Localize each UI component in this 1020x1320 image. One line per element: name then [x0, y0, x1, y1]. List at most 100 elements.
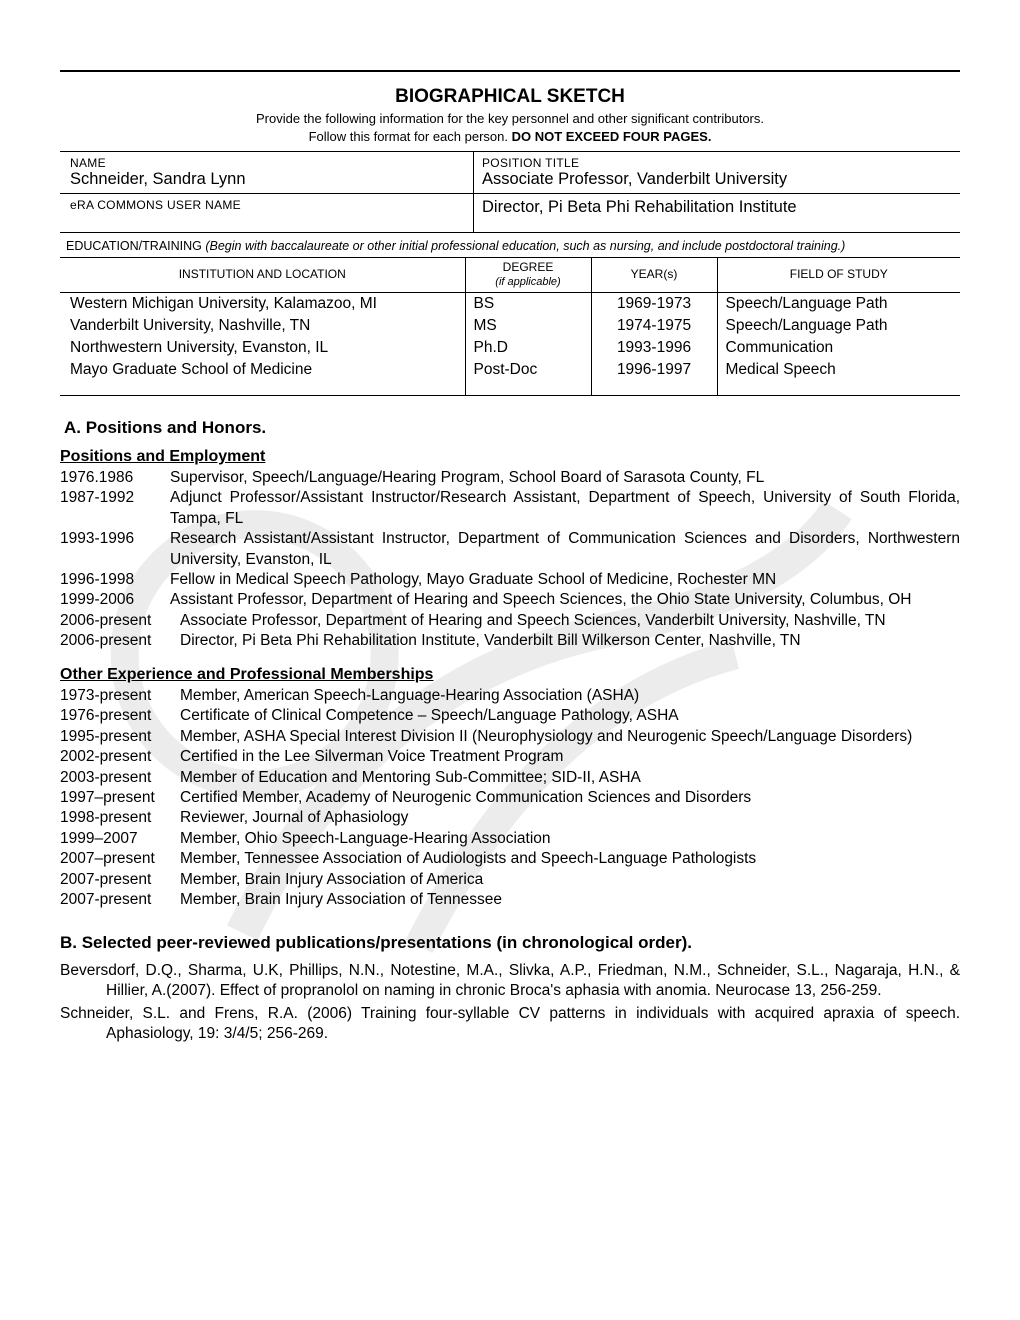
cell-field: Medical Speech	[717, 359, 960, 395]
entry-desc: Member of Education and Mentoring Sub-Co…	[180, 768, 960, 788]
col-degree-l2: (if applicable)	[495, 276, 560, 288]
cell-years: 1993-1996	[591, 337, 717, 359]
list-item: 2007-presentMember, Brain Injury Associa…	[60, 890, 960, 910]
publication-entry: Schneider, S.L. and Frens, R.A. (2006) T…	[60, 1004, 960, 1045]
edu-note-italic: (Begin with baccalaureate or other initi…	[205, 239, 845, 253]
entry-year: 1987-1992	[60, 488, 170, 529]
entry-desc: Director, Pi Beta Phi Rehabilitation Ins…	[180, 631, 960, 651]
position-value-2: Director, Pi Beta Phi Rehabilitation Ins…	[482, 198, 952, 217]
cell-field: Speech/Language Path	[717, 315, 960, 337]
entry-desc: Research Assistant/Assistant Instructor,…	[170, 529, 960, 570]
list-item: 1993-1996Research Assistant/Assistant In…	[60, 529, 960, 570]
entry-year: 1997–present	[60, 788, 180, 808]
entry-year: 1999-2006	[60, 590, 170, 610]
cell-years: 1996-1997	[591, 359, 717, 395]
entry-desc: Certified Member, Academy of Neurogenic …	[180, 788, 960, 808]
publication-entry: Beversdorf, D.Q., Sharma, U.K, Phillips,…	[60, 961, 960, 1002]
edu-note-prefix: EDUCATION/TRAINING	[66, 239, 205, 253]
positions-subhead: Positions and Employment	[60, 448, 960, 466]
entry-year: 1976.1986	[60, 468, 170, 488]
position-label: POSITION TITLE	[482, 156, 952, 170]
table-row: Western Michigan University, Kalamazoo, …	[60, 292, 960, 315]
education-note: EDUCATION/TRAINING (Begin with baccalaur…	[60, 233, 960, 258]
entry-desc: Certified in the Lee Silverman Voice Tre…	[180, 747, 960, 767]
rule	[60, 395, 960, 396]
subtitle-line2-prefix: Follow this format for each person.	[309, 129, 512, 144]
col-degree-l1: DEGREE	[503, 260, 554, 274]
entry-year: 1993-1996	[60, 529, 170, 570]
entry-year: 1999–2007	[60, 829, 180, 849]
name-value: Schneider, Sandra Lynn	[70, 170, 465, 189]
col-years: YEAR(s)	[591, 258, 717, 292]
cell-degree: MS	[465, 315, 591, 337]
list-item: 2002-presentCertified in the Lee Silverm…	[60, 747, 960, 767]
section-b-heading: B. Selected peer-reviewed publications/p…	[60, 933, 960, 953]
top-rule	[60, 70, 960, 72]
entry-year: 2007-present	[60, 870, 180, 890]
cell-degree: BS	[465, 292, 591, 315]
list-item: 2006-presentAssociate Professor, Departm…	[60, 611, 960, 631]
list-item: 2003-presentMember of Education and Ment…	[60, 768, 960, 788]
list-item: 1999-2006Assistant Professor, Department…	[60, 590, 960, 610]
list-item: 1976.1986Supervisor, Speech/Language/Hea…	[60, 468, 960, 488]
entry-year: 1998-present	[60, 808, 180, 828]
entry-desc: Fellow in Medical Speech Pathology, Mayo…	[170, 570, 960, 590]
col-field: FIELD OF STUDY	[717, 258, 960, 292]
list-item: 2007-presentMember, Brain Injury Associa…	[60, 870, 960, 890]
position-value-1: Associate Professor, Vanderbilt Universi…	[482, 170, 952, 189]
entry-desc: Member, ASHA Special Interest Division I…	[180, 727, 960, 747]
other-subhead: Other Experience and Professional Member…	[60, 666, 960, 684]
section-a-heading: A. Positions and Honors.	[64, 418, 960, 438]
list-item: 1997–presentCertified Member, Academy of…	[60, 788, 960, 808]
page-title: BIOGRAPHICAL SKETCH	[60, 86, 960, 108]
entry-desc: Supervisor, Speech/Language/Hearing Prog…	[170, 468, 960, 488]
cell-degree: Ph.D	[465, 337, 591, 359]
subtitle-line2-bold: DO NOT EXCEED FOUR PAGES.	[512, 129, 712, 144]
list-item: 2007–presentMember, Tennessee Associatio…	[60, 849, 960, 869]
col-institution: INSTITUTION AND LOCATION	[60, 258, 465, 292]
entry-year: 2006-present	[60, 631, 180, 651]
cell-institution: Northwestern University, Evanston, IL	[60, 337, 465, 359]
cell-years: 1969-1973	[591, 292, 717, 315]
entry-year: 2006-present	[60, 611, 180, 631]
entry-year: 2003-present	[60, 768, 180, 788]
list-item: 1996-1998Fellow in Medical Speech Pathol…	[60, 570, 960, 590]
entry-desc: Reviewer, Journal of Aphasiology	[180, 808, 960, 828]
era-label: eRA COMMONS USER NAME	[70, 198, 465, 212]
entry-desc: Certificate of Clinical Competence – Spe…	[180, 706, 960, 726]
list-item: 2006-presentDirector, Pi Beta Phi Rehabi…	[60, 631, 960, 651]
list-item: 1995-presentMember, ASHA Special Interes…	[60, 727, 960, 747]
list-item: 1976-presentCertificate of Clinical Comp…	[60, 706, 960, 726]
cell-field: Speech/Language Path	[717, 292, 960, 315]
era-row: eRA COMMONS USER NAME Director, Pi Beta …	[60, 194, 960, 233]
table-row: Vanderbilt University, Nashville, TN MS …	[60, 315, 960, 337]
other-list: 1973-presentMember, American Speech-Lang…	[60, 686, 960, 911]
entry-desc: Associate Professor, Department of Heari…	[180, 611, 960, 631]
col-degree: DEGREE (if applicable)	[465, 258, 591, 292]
table-row: Mayo Graduate School of Medicine Post-Do…	[60, 359, 960, 395]
entry-desc: Adjunct Professor/Assistant Instructor/R…	[170, 488, 960, 529]
entry-year: 1995-present	[60, 727, 180, 747]
entry-desc: Member, Brain Injury Association of Tenn…	[180, 890, 960, 910]
entry-desc: Member, American Speech-Language-Hearing…	[180, 686, 960, 706]
entry-year: 1996-1998	[60, 570, 170, 590]
entry-year: 2007–present	[60, 849, 180, 869]
cell-years: 1974-1975	[591, 315, 717, 337]
entry-year: 2007-present	[60, 890, 180, 910]
subtitle: Provide the following information for th…	[60, 110, 960, 145]
cell-field: Communication	[717, 337, 960, 359]
cell-institution: Vanderbilt University, Nashville, TN	[60, 315, 465, 337]
list-item: 1987-1992Adjunct Professor/Assistant Ins…	[60, 488, 960, 529]
education-table: INSTITUTION AND LOCATION DEGREE (if appl…	[60, 258, 960, 395]
list-item: 1973-presentMember, American Speech-Lang…	[60, 686, 960, 706]
entry-year: 1976-present	[60, 706, 180, 726]
entry-desc: Assistant Professor, Department of Heari…	[170, 590, 960, 610]
cell-institution: Western Michigan University, Kalamazoo, …	[60, 292, 465, 315]
entry-year: 2002-present	[60, 747, 180, 767]
name-position-row: NAME Schneider, Sandra Lynn POSITION TIT…	[60, 152, 960, 194]
positions-list: 1976.1986Supervisor, Speech/Language/Hea…	[60, 468, 960, 652]
list-item: 1998-presentReviewer, Journal of Aphasio…	[60, 808, 960, 828]
entry-year: 1973-present	[60, 686, 180, 706]
publications-list: Beversdorf, D.Q., Sharma, U.K, Phillips,…	[60, 961, 960, 1045]
entry-desc: Member, Tennessee Association of Audiolo…	[180, 849, 960, 869]
